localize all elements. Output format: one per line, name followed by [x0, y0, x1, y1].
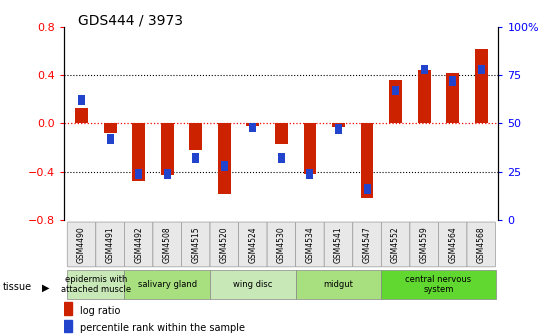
Bar — [104, 124, 116, 133]
Bar — [78, 95, 85, 105]
Bar — [306, 169, 314, 178]
FancyBboxPatch shape — [67, 222, 96, 267]
Bar — [449, 76, 456, 86]
Bar — [75, 108, 88, 124]
Bar — [475, 49, 488, 124]
Bar — [249, 123, 256, 132]
Text: GSM4524: GSM4524 — [248, 226, 258, 263]
Text: wing disc: wing disc — [233, 280, 273, 289]
Text: GSM4559: GSM4559 — [419, 226, 428, 263]
FancyBboxPatch shape — [324, 222, 353, 267]
FancyBboxPatch shape — [296, 222, 324, 267]
Text: GDS444 / 3973: GDS444 / 3973 — [78, 13, 184, 28]
Bar — [275, 124, 288, 144]
Text: log ratio: log ratio — [80, 306, 120, 316]
FancyBboxPatch shape — [96, 222, 124, 267]
Bar — [418, 70, 431, 124]
Text: GSM4568: GSM4568 — [477, 226, 486, 263]
Bar — [106, 134, 114, 144]
FancyBboxPatch shape — [467, 222, 496, 267]
FancyBboxPatch shape — [181, 222, 210, 267]
Bar — [446, 73, 459, 124]
Bar — [132, 124, 145, 181]
FancyBboxPatch shape — [124, 222, 153, 267]
Bar — [392, 86, 399, 95]
Bar — [246, 124, 259, 126]
Bar — [389, 80, 402, 124]
FancyBboxPatch shape — [381, 270, 496, 299]
Text: GSM4564: GSM4564 — [448, 226, 457, 263]
Bar — [363, 184, 371, 194]
Text: GSM4552: GSM4552 — [391, 226, 400, 263]
FancyBboxPatch shape — [239, 222, 267, 267]
Bar — [164, 169, 171, 178]
FancyBboxPatch shape — [410, 222, 438, 267]
Text: epidermis with
attached muscle: epidermis with attached muscle — [60, 275, 131, 294]
Text: GSM4547: GSM4547 — [362, 226, 371, 263]
FancyBboxPatch shape — [353, 222, 381, 267]
Text: ▶: ▶ — [42, 282, 49, 292]
Bar — [192, 154, 199, 163]
Bar — [361, 124, 374, 198]
Bar — [332, 124, 345, 127]
Text: GSM4515: GSM4515 — [192, 226, 200, 263]
FancyBboxPatch shape — [267, 222, 296, 267]
Bar — [278, 154, 285, 163]
Text: central nervous
system: central nervous system — [405, 275, 472, 294]
Text: GSM4520: GSM4520 — [220, 226, 229, 263]
Bar — [189, 124, 202, 150]
Bar — [161, 124, 174, 175]
Bar — [478, 65, 485, 74]
Bar — [64, 320, 72, 333]
Bar — [64, 302, 72, 315]
FancyBboxPatch shape — [381, 222, 410, 267]
FancyBboxPatch shape — [153, 222, 181, 267]
Bar — [304, 124, 316, 174]
Text: GSM4508: GSM4508 — [163, 226, 172, 263]
Text: GSM4492: GSM4492 — [134, 226, 143, 263]
Text: tissue: tissue — [3, 282, 32, 292]
Text: GSM4530: GSM4530 — [277, 226, 286, 263]
Bar — [218, 124, 231, 194]
Text: GSM4541: GSM4541 — [334, 226, 343, 263]
Text: GSM4491: GSM4491 — [106, 226, 115, 263]
Bar — [135, 169, 142, 178]
Bar — [221, 161, 228, 171]
FancyBboxPatch shape — [438, 222, 467, 267]
FancyBboxPatch shape — [67, 270, 124, 299]
Text: percentile rank within the sample: percentile rank within the sample — [80, 323, 245, 333]
Text: GSM4534: GSM4534 — [305, 226, 315, 263]
FancyBboxPatch shape — [124, 270, 210, 299]
FancyBboxPatch shape — [210, 270, 296, 299]
FancyBboxPatch shape — [210, 222, 239, 267]
Bar — [335, 124, 342, 134]
FancyBboxPatch shape — [296, 270, 381, 299]
Bar — [421, 65, 428, 74]
Text: salivary gland: salivary gland — [138, 280, 197, 289]
Text: midgut: midgut — [324, 280, 353, 289]
Text: GSM4490: GSM4490 — [77, 226, 86, 263]
